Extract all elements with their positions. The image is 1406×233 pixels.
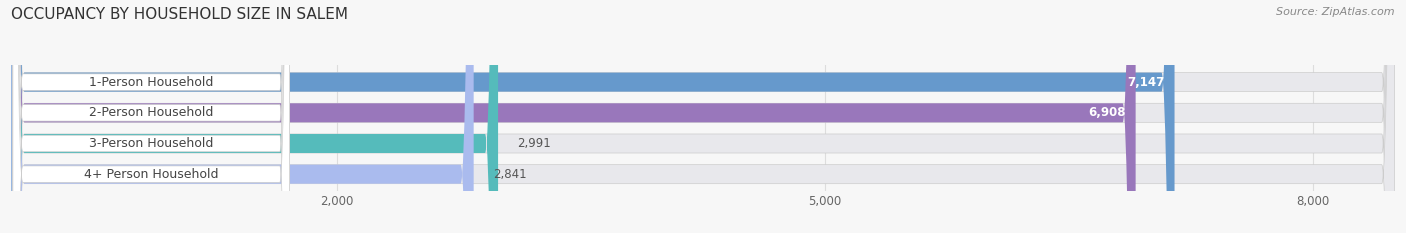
Text: 6,908: 6,908 <box>1088 106 1126 119</box>
Text: OCCUPANCY BY HOUSEHOLD SIZE IN SALEM: OCCUPANCY BY HOUSEHOLD SIZE IN SALEM <box>11 7 349 22</box>
FancyBboxPatch shape <box>11 0 1395 233</box>
Text: 2,991: 2,991 <box>517 137 551 150</box>
FancyBboxPatch shape <box>13 0 290 233</box>
FancyBboxPatch shape <box>11 0 1395 233</box>
Text: 2-Person Household: 2-Person Household <box>89 106 214 119</box>
Text: Source: ZipAtlas.com: Source: ZipAtlas.com <box>1277 7 1395 17</box>
FancyBboxPatch shape <box>11 0 1395 233</box>
FancyBboxPatch shape <box>11 0 474 233</box>
Text: 7,147: 7,147 <box>1128 76 1164 89</box>
FancyBboxPatch shape <box>13 0 290 233</box>
FancyBboxPatch shape <box>11 0 1174 233</box>
Text: 1-Person Household: 1-Person Household <box>89 76 214 89</box>
Text: 4+ Person Household: 4+ Person Household <box>84 168 218 181</box>
FancyBboxPatch shape <box>11 0 498 233</box>
FancyBboxPatch shape <box>13 0 290 233</box>
FancyBboxPatch shape <box>11 0 1136 233</box>
Text: 2,841: 2,841 <box>494 168 527 181</box>
Text: 3-Person Household: 3-Person Household <box>89 137 214 150</box>
FancyBboxPatch shape <box>11 0 1395 233</box>
FancyBboxPatch shape <box>13 0 290 233</box>
